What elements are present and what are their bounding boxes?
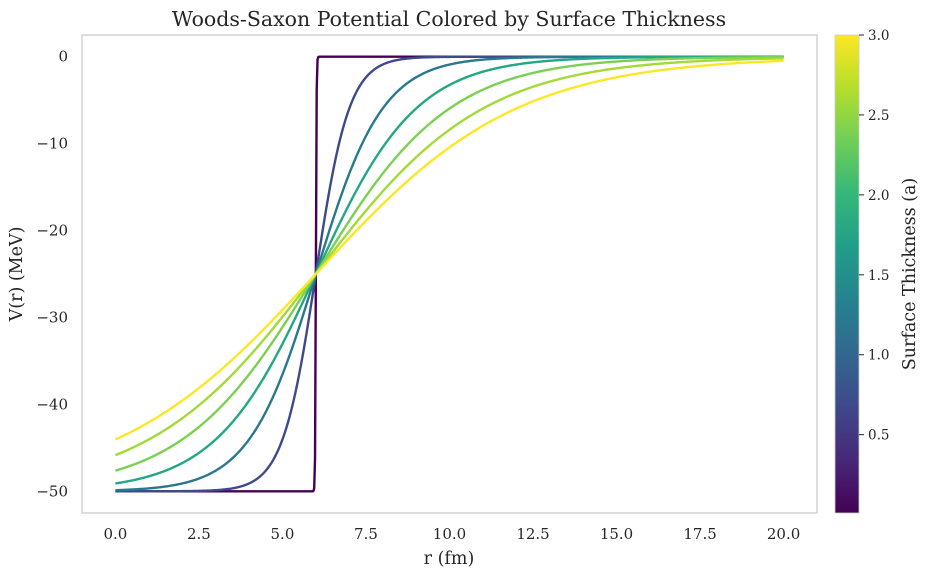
x-tick-label: 10.0 — [433, 525, 466, 543]
y-tick-label: −30 — [36, 308, 68, 326]
series-line-5 — [115, 55, 784, 472]
x-tick-label: 0.0 — [103, 525, 127, 543]
y-axis-label: V(r) (MeV) — [7, 227, 27, 323]
colorbar-tick-label: 1.5 — [868, 268, 889, 284]
chart-title: Woods-Saxon Potential Colored by Surface… — [172, 7, 726, 31]
y-tick-label: 0 — [58, 48, 68, 66]
x-tick-label: 2.5 — [187, 525, 211, 543]
x-tick-label: 20.0 — [767, 525, 800, 543]
series-line-6 — [114, 57, 784, 457]
y-tick-label: −50 — [36, 482, 68, 500]
x-tick-label: 17.5 — [683, 525, 716, 543]
colorbar-tick-label: 0.5 — [868, 428, 889, 444]
series-lines — [114, 55, 784, 493]
x-tick-label: 12.5 — [516, 525, 549, 543]
y-tick-label: −10 — [36, 135, 68, 153]
colorbar-label: Surface Thickness (a) — [900, 178, 920, 370]
series-line-7 — [114, 59, 784, 441]
colorbar-tick-label: 2.5 — [868, 108, 889, 124]
series-line-4 — [115, 55, 784, 485]
colorbar-ticks: 0.5 1.0 1.5 2.0 2.5 3.0 — [859, 28, 889, 444]
x-tick-label: 7.5 — [354, 525, 378, 543]
colorbar-tick-label: 1.0 — [868, 348, 889, 364]
y-axis-ticks: 0 −10 −20 −30 −40 −50 — [36, 48, 68, 501]
x-tick-label: 15.0 — [600, 525, 633, 543]
colorbar — [834, 34, 860, 514]
colorbar-tick-label: 3.0 — [868, 28, 889, 44]
y-tick-label: −20 — [36, 222, 68, 240]
x-axis-ticks: 0.0 2.5 5.0 7.5 10.0 12.5 15.0 17.5 20.0 — [103, 525, 800, 543]
colorbar-tick-label: 2.0 — [868, 188, 889, 204]
x-axis-label: r (fm) — [424, 549, 475, 569]
x-tick-label: 5.0 — [271, 525, 295, 543]
y-tick-label: −40 — [36, 395, 68, 413]
plot-area — [81, 34, 818, 514]
